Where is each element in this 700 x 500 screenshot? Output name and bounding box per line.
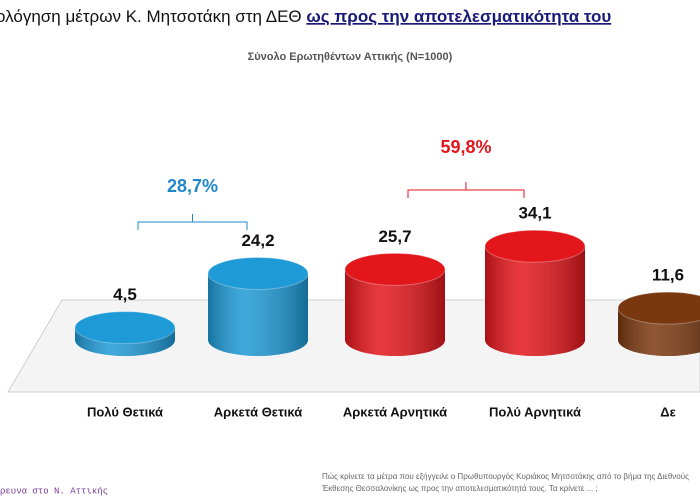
bar-shade	[345, 269, 445, 356]
subtitle: Σύνολο Ερωτηθέντων Αττικής (N=1000)	[248, 51, 453, 63]
chart-title: ολόγηση μέτρων Κ. Μητσοτάκη στη ΔΕΘ ως π…	[0, 7, 611, 26]
group-label: 59,8%	[440, 137, 491, 157]
footnote: Έκθεσης Θεσσαλονίκης ως προς την αποτελε…	[321, 484, 598, 493]
x-tick-label: Πολύ Θετικά	[87, 404, 163, 419]
x-tick-label: Αρκετά Αρνητικά	[343, 404, 447, 419]
bar-top	[207, 256, 309, 290]
bracket	[407, 182, 525, 198]
bar-top	[484, 229, 586, 263]
group-label: 28,7%	[167, 176, 218, 196]
bar-top	[344, 252, 446, 286]
bracket	[137, 214, 248, 230]
bar-shade	[485, 246, 585, 356]
source: ρευνα στο Ν. Αττικής	[0, 486, 108, 496]
value-label: 24,2	[241, 231, 274, 250]
x-tick-label: Δε	[660, 404, 676, 419]
bar	[207, 256, 309, 356]
bar	[74, 311, 176, 356]
bar-top	[74, 311, 176, 345]
title-emphasis: ως προς την αποτελεσματικότητα του	[306, 7, 611, 26]
bar-shade	[208, 273, 308, 356]
x-tick-label: Πολύ Αρνητικά	[489, 404, 581, 419]
value-label: 11,6	[652, 266, 684, 285]
footnote: Πώς κρίνετε τα μέτρα που εξήγγειλε ο Πρω…	[322, 472, 689, 481]
value-label: 4,5	[113, 285, 137, 304]
value-label: 34,1	[518, 204, 551, 223]
bar	[617, 291, 700, 356]
bar-top	[617, 291, 700, 325]
value-label: 25,7	[378, 227, 411, 246]
x-tick-label: Αρκετά Θετικά	[214, 404, 302, 419]
title-part: ολόγηση μέτρων Κ. Μητσοτάκη στη ΔΕΘ	[0, 7, 306, 26]
bar	[484, 229, 586, 356]
bar	[344, 252, 446, 356]
